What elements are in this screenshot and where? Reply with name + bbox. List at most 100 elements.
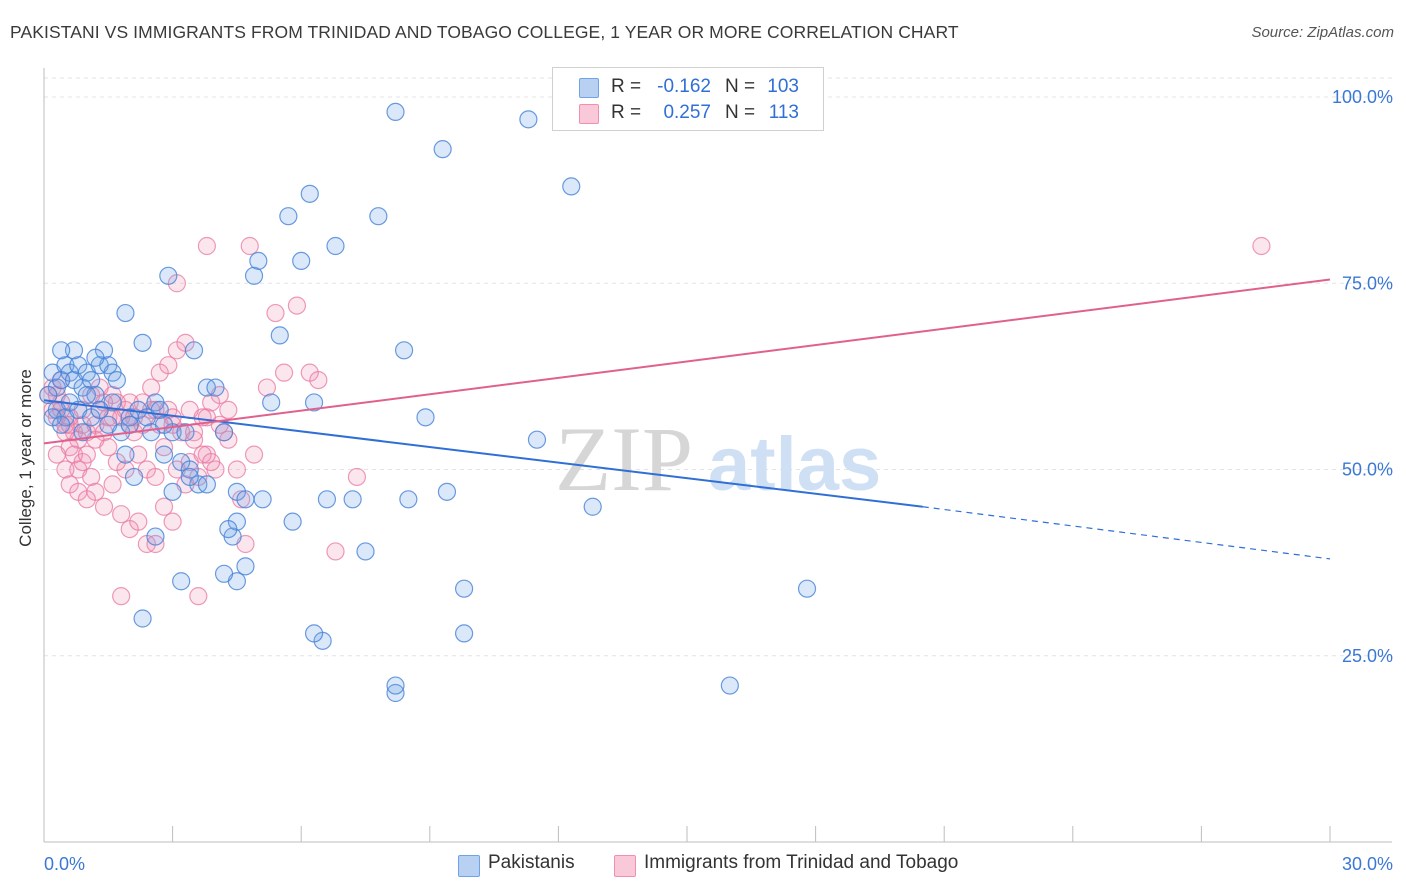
legend-label: Immigrants from Trinidad and Tobago [644, 852, 959, 873]
data-point [133, 609, 152, 628]
data-point [107, 371, 126, 390]
watermark: ZIP atlas [555, 408, 881, 510]
data-point [236, 557, 255, 576]
data-point [214, 564, 234, 583]
y-tick-label: 25.0% [1342, 646, 1393, 666]
n-label: N = [725, 76, 756, 97]
n-value: 113 [768, 102, 799, 123]
data-point [180, 400, 199, 419]
data-point [94, 497, 114, 516]
data-point [189, 587, 208, 606]
data-point [116, 303, 135, 323]
x-tick-label: 0.0% [44, 854, 85, 874]
data-point [347, 467, 367, 487]
data-point [159, 266, 178, 285]
pink-swatch-icon [579, 104, 599, 124]
n-label: N = [725, 102, 756, 123]
data-point [176, 423, 195, 442]
r-label: R = [611, 76, 642, 97]
data-point [180, 467, 199, 487]
data-point [227, 460, 246, 479]
data-point [133, 333, 152, 352]
data-point [129, 512, 148, 531]
blue-swatch-icon [579, 78, 599, 98]
data-point [244, 266, 264, 285]
data-point [77, 490, 96, 509]
pakistani-points [39, 102, 817, 703]
data-point [77, 385, 96, 405]
data-point [163, 512, 182, 531]
data-point [159, 356, 178, 375]
data-point [249, 251, 268, 270]
data-point [433, 140, 452, 159]
y-tick-labels: 25.0% 50.0% 75.0% 100.0% [1332, 87, 1393, 666]
data-point [154, 497, 174, 516]
data-point [270, 326, 289, 345]
data-point [146, 467, 165, 487]
data-point [206, 378, 225, 397]
y-axis-label: College, 1 year or more [16, 369, 35, 547]
n-value: 103 [767, 76, 799, 97]
data-point [283, 512, 302, 531]
data-point [146, 527, 165, 546]
y-tick-label: 100.0% [1332, 87, 1393, 107]
data-point [154, 438, 174, 457]
data-point [82, 467, 101, 487]
data-point [129, 445, 148, 464]
data-point [202, 452, 221, 472]
data-point [219, 519, 238, 539]
data-point [326, 542, 345, 561]
axes [43, 68, 1392, 843]
data-point [82, 371, 101, 390]
data-point [279, 207, 298, 226]
data-point [240, 236, 259, 256]
data-point [197, 475, 216, 494]
data-point [253, 490, 272, 509]
r-label: R = [611, 102, 642, 123]
data-point [527, 430, 547, 449]
data-point [214, 423, 234, 442]
watermark-atlas: atlas [708, 422, 881, 507]
data-point [262, 393, 281, 412]
pakistani-trend-extension [922, 506, 1331, 560]
data-point [326, 236, 345, 256]
data-point [39, 385, 58, 405]
data-point [112, 587, 131, 606]
data-point [154, 445, 174, 464]
data-point [519, 110, 538, 129]
data-point [73, 423, 92, 442]
data-point [142, 378, 161, 397]
data-point [64, 341, 84, 360]
correlation-legend: R = -0.162 N = 103 R = 0.257 N = 113 [552, 67, 824, 131]
data-point [197, 236, 216, 256]
data-point [416, 408, 435, 427]
data-point [124, 467, 144, 487]
data-point [720, 676, 739, 695]
data-point [309, 371, 328, 390]
data-point [52, 341, 71, 360]
data-point [266, 303, 285, 323]
data-point [386, 102, 405, 122]
data-point [103, 393, 122, 412]
data-point [287, 296, 307, 315]
data-point [304, 393, 324, 412]
data-point [394, 341, 414, 360]
trinidad-trend-line [43, 278, 1331, 445]
series-legend: Pakistanis Immigrants from Trinidad and … [0, 852, 1406, 878]
pakistani-trend-line [43, 399, 923, 508]
data-point [116, 445, 135, 464]
chart-title: PAKISTANI VS IMMIGRANTS FROM TRINIDAD AN… [10, 22, 959, 42]
trinidad-points [39, 236, 1271, 606]
data-point [184, 341, 204, 360]
data-point [219, 400, 238, 419]
legend-label: Pakistanis [488, 852, 575, 873]
trend-lines [43, 278, 1331, 560]
data-point [77, 445, 96, 464]
y-tick-label: 50.0% [1342, 460, 1393, 480]
data-point [300, 184, 319, 203]
data-point [180, 460, 199, 479]
data-point [236, 490, 255, 509]
data-point [343, 490, 362, 509]
data-point [86, 348, 105, 367]
